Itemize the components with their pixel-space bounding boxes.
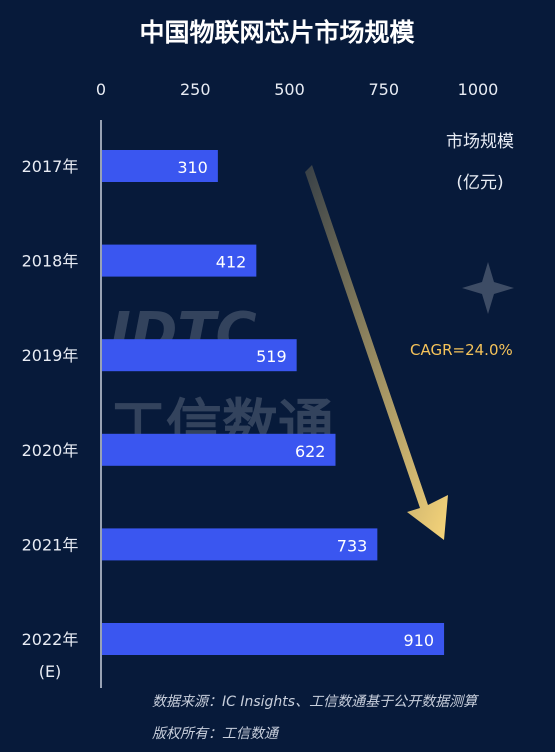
trend-arrow bbox=[305, 165, 448, 540]
bars: 310 412 519 622 733 910 bbox=[102, 150, 445, 655]
category-label: (E) bbox=[39, 662, 62, 681]
category-label: 2019年 bbox=[22, 346, 79, 365]
x-tick-label: 1000 bbox=[458, 80, 499, 99]
watermark-star-icon bbox=[462, 262, 514, 314]
unit-label-line1: 市场规模 bbox=[446, 132, 514, 152]
x-tick-label: 500 bbox=[274, 80, 305, 99]
category-label: 2021年 bbox=[22, 535, 79, 554]
x-axis-ticks: 0 250 500 750 1000 bbox=[96, 80, 498, 99]
category-label: 2020年 bbox=[22, 441, 79, 460]
bar bbox=[102, 433, 336, 466]
bar bbox=[102, 623, 445, 655]
unit-label-line2: (亿元) bbox=[456, 173, 503, 193]
category-labels: 2017年 2018年 2019年 2020年 2021年 2022年 (E) bbox=[22, 157, 79, 681]
bar-value-label: 412 bbox=[216, 253, 247, 272]
category-label: 2022年 bbox=[22, 630, 79, 649]
bar bbox=[102, 244, 257, 277]
chart-title: 中国物联网芯片市场规模 bbox=[139, 18, 415, 47]
category-label: 2018年 bbox=[22, 252, 79, 271]
bar-value-label: 519 bbox=[256, 347, 287, 366]
bar bbox=[102, 528, 378, 561]
bar bbox=[102, 150, 218, 182]
x-tick-label: 750 bbox=[368, 80, 399, 99]
x-tick-label: 250 bbox=[180, 80, 211, 99]
x-tick-label: 0 bbox=[96, 80, 106, 99]
cagr-annotation: CAGR=24.0% bbox=[410, 341, 513, 359]
bar-value-label: 733 bbox=[337, 536, 368, 555]
bar-value-label: 310 bbox=[177, 158, 208, 177]
bar-value-label: 622 bbox=[295, 442, 326, 461]
category-label: 2017年 bbox=[22, 157, 79, 176]
bar bbox=[102, 339, 297, 372]
copyright-line: 版权所有：工信数通 bbox=[152, 726, 280, 742]
source-line: 数据来源：IC Insights、工信数通基于公开数据测算 bbox=[152, 694, 479, 710]
bar-value-label: 910 bbox=[404, 631, 435, 650]
